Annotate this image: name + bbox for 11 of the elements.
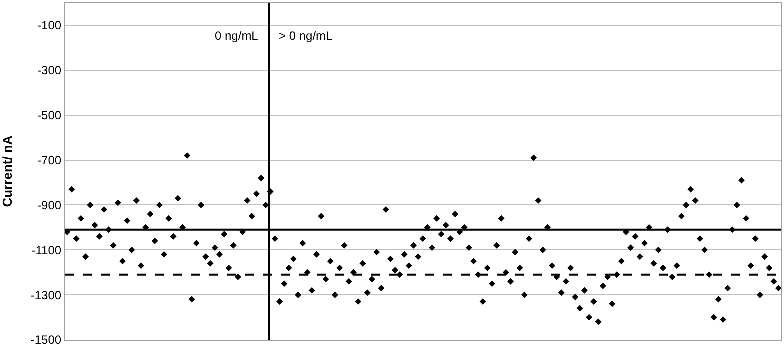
y-tick-label: -1500 [30, 333, 62, 348]
y-tick-label: -700 [38, 153, 62, 168]
y-tick-label: -500 [38, 108, 62, 123]
y-tick-label: -1300 [30, 288, 62, 302]
y-tick-label: -100 [38, 18, 62, 33]
y-tick-label: -300 [38, 64, 62, 78]
y-tick-label: -900 [38, 198, 62, 212]
annotation: 0 ng/mL [215, 29, 259, 43]
y-tick-label: -1100 [32, 243, 62, 258]
annotation: > 0 ng/mL [279, 29, 334, 43]
y-axis-title: Current/ nA [0, 135, 15, 208]
